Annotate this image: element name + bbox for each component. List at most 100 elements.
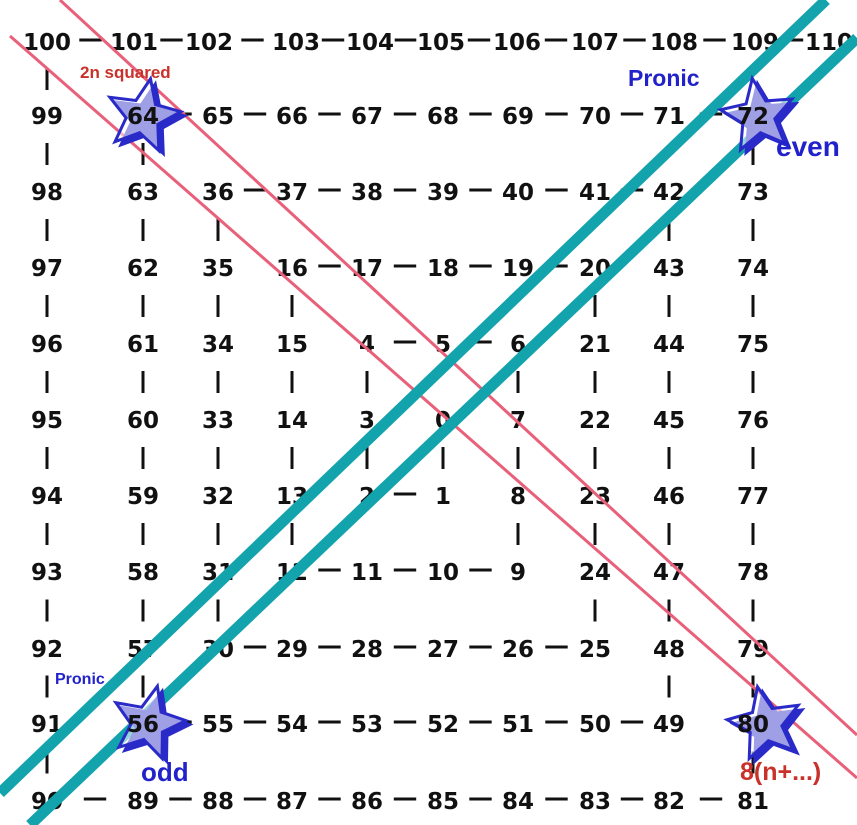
spiral-number: 65 <box>202 104 234 130</box>
spiral-number: 68 <box>427 104 459 130</box>
spiral-number: 73 <box>737 180 769 206</box>
spiral-number: 63 <box>127 180 159 206</box>
connectors <box>45 38 804 801</box>
spiral-number: 29 <box>276 637 308 663</box>
spiral-number: 24 <box>579 560 611 586</box>
spiral-number: 17 <box>351 256 383 282</box>
spiral-number: 44 <box>653 332 685 358</box>
spiral-number: 46 <box>653 484 685 510</box>
spiral-number: 55 <box>202 712 234 738</box>
label-pronic-bottom: Pronic <box>55 671 105 688</box>
spiral-number: 87 <box>276 789 308 815</box>
starred-number: 72 <box>737 104 769 130</box>
spiral-number: 41 <box>579 180 611 206</box>
spiral-number: 16 <box>276 256 308 282</box>
label-8n: 8(n+...) <box>740 758 821 786</box>
spiral-number: 103 <box>272 30 320 56</box>
spiral-number: 100 <box>23 30 71 56</box>
pink-diagonal-lower <box>58 0 857 737</box>
spiral-number: 50 <box>579 712 611 738</box>
spiral-number: 58 <box>127 560 159 586</box>
spiral-number: 106 <box>493 30 541 56</box>
spiral-number: 98 <box>31 180 63 206</box>
label-even: even <box>776 131 840 162</box>
spiral-number: 28 <box>351 637 383 663</box>
annotation-labels: 2n squared Pronic even Pronic odd 8(n+..… <box>55 63 840 787</box>
spiral-number: 84 <box>502 789 534 815</box>
label-2n-squared: 2n squared <box>80 63 171 82</box>
spiral-number: 59 <box>127 484 159 510</box>
spiral-number: 85 <box>427 789 459 815</box>
starred-number: 80 <box>737 712 769 738</box>
spiral-number: 102 <box>185 30 233 56</box>
teal-diagonal-lower <box>26 34 857 825</box>
star-64 <box>106 74 185 155</box>
spiral-number: 9 <box>510 560 526 586</box>
spiral-number: 107 <box>571 30 619 56</box>
spiral-number: 74 <box>737 256 769 282</box>
spiral-number: 54 <box>276 712 308 738</box>
spiral-number: 34 <box>202 332 234 358</box>
star-56 <box>112 682 190 762</box>
spiral-number: 23 <box>579 484 611 510</box>
spiral-number: 37 <box>276 180 308 206</box>
spiral-number: 15 <box>276 332 308 358</box>
spiral-number: 108 <box>650 30 698 56</box>
star-80 <box>723 682 802 763</box>
spiral-number: 69 <box>502 104 534 130</box>
spiral-number: 33 <box>202 408 234 434</box>
spiral-number: 19 <box>502 256 534 282</box>
spiral-number: 96 <box>31 332 63 358</box>
spiral-number: 45 <box>653 408 685 434</box>
spiral-number: 39 <box>427 180 459 206</box>
spiral-number: 75 <box>737 332 769 358</box>
spiral-number: 93 <box>31 560 63 586</box>
spiral-number: 88 <box>202 789 234 815</box>
spiral-number: 11 <box>351 560 383 586</box>
spiral-number: 18 <box>427 256 459 282</box>
spiral-number: 40 <box>502 180 534 206</box>
spiral-number: 86 <box>351 789 383 815</box>
spiral-number: 66 <box>276 104 308 130</box>
spiral-number: 104 <box>346 30 394 56</box>
spiral-number: 78 <box>737 560 769 586</box>
pink-diagonal-upper <box>9 34 857 780</box>
spiral-number: 77 <box>737 484 769 510</box>
spiral-number: 36 <box>202 180 234 206</box>
spiral-number: 70 <box>579 104 611 130</box>
spiral-number: 95 <box>31 408 63 434</box>
spiral-number: 8 <box>510 484 526 510</box>
spiral-number: 67 <box>351 104 383 130</box>
starred-number: 64 <box>127 104 159 130</box>
spiral-number: 25 <box>579 637 611 663</box>
spiral-number: 32 <box>202 484 234 510</box>
spiral-number: 71 <box>653 104 685 130</box>
spiral-number: 94 <box>31 484 63 510</box>
spiral-number: 21 <box>579 332 611 358</box>
spiral-number: 35 <box>202 256 234 282</box>
label-pronic-top: Pronic <box>628 65 700 91</box>
spiral-number: 51 <box>502 712 534 738</box>
spiral-number: 83 <box>579 789 611 815</box>
spiral-number: 27 <box>427 637 459 663</box>
label-odd: odd <box>141 757 189 787</box>
spiral-number: 76 <box>737 408 769 434</box>
spiral-number: 92 <box>31 637 63 663</box>
spiral-number: 48 <box>653 637 685 663</box>
spiral-number: 26 <box>502 637 534 663</box>
spiral-number: 62 <box>127 256 159 282</box>
spiral-number: 22 <box>579 408 611 434</box>
spiral-number: 10 <box>427 560 459 586</box>
spiral-number: 3 <box>359 408 375 434</box>
spiral-number: 61 <box>127 332 159 358</box>
spiral-number: 82 <box>653 789 685 815</box>
starred-number: 56 <box>127 712 159 738</box>
spiral-number: 14 <box>276 408 308 434</box>
star-72 <box>716 74 796 154</box>
spiral-number: 81 <box>737 789 769 815</box>
spiral-number: 53 <box>351 712 383 738</box>
spiral-number: 38 <box>351 180 383 206</box>
